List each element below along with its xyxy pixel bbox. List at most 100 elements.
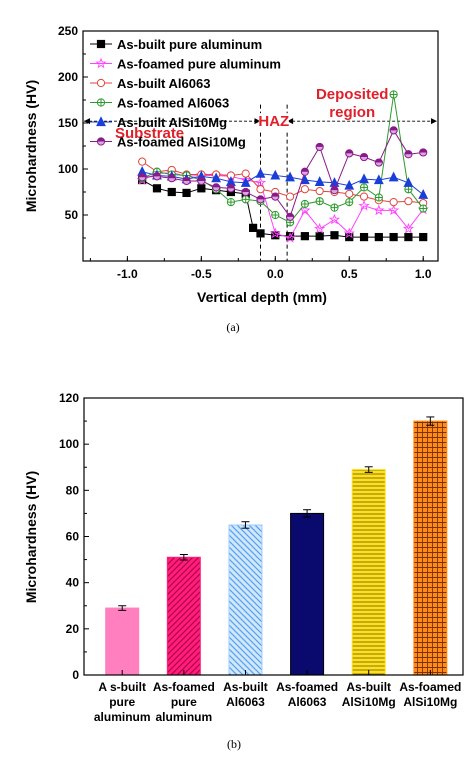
data-point-as-foamed-al6063 xyxy=(345,198,354,207)
category-label: aluminum xyxy=(155,710,212,724)
data-point-as-foamed-al6063 xyxy=(359,183,369,192)
data-point-as-foamed-alsi10mg-half xyxy=(316,143,324,147)
data-point-as-foamed-alsi10mg-half xyxy=(390,126,398,131)
category-label: A s-built xyxy=(98,680,146,694)
bar-group-3 xyxy=(228,521,263,676)
data-point-as-foamed-pure-aluminum xyxy=(402,222,415,234)
y-tick-label-a: 250 xyxy=(58,24,78,38)
data-point-as-foamed-alsi10mg xyxy=(389,126,398,135)
bar xyxy=(105,607,140,676)
category-label: AlSi10Mg xyxy=(342,695,396,709)
category-label: AlSi10Mg xyxy=(403,695,457,709)
axes-a: -1.0 -0.5 0.0 0.5 1.0 50 100 150 200 250 xyxy=(58,24,432,281)
data-point-as-built-alsi10mg xyxy=(255,167,266,178)
data-point-as-foamed-alsi10mg xyxy=(345,149,354,158)
data-point-as-foamed-alsi10mg-half xyxy=(286,213,294,217)
data-point-as-foamed-alsi10mg xyxy=(197,176,206,186)
data-point-as-foamed-al6063-cross xyxy=(390,90,398,99)
data-point-as-foamed-al6063-cross xyxy=(330,204,339,212)
data-point-as-built-alsi10mg xyxy=(403,177,414,187)
x-tick-label-a: 1.0 xyxy=(415,267,432,281)
y-tick-label-b: 120 xyxy=(59,391,79,405)
data-point-as-built-pure-aluminum xyxy=(197,184,206,193)
data-point-as-built-pure-aluminum xyxy=(419,232,428,242)
data-point-as-built-alsi10mg xyxy=(240,177,251,187)
data-point-as-foamed-pure-aluminum xyxy=(328,213,341,225)
y-tick-label-a: 150 xyxy=(58,116,78,130)
bars-layer xyxy=(105,416,448,676)
data-point-as-built-pure-aluminum xyxy=(404,232,413,242)
data-point-as-foamed-pure-aluminum xyxy=(314,222,326,234)
y-tick-label-b: 100 xyxy=(59,437,79,451)
series-as-built-alsi10mg xyxy=(137,166,429,199)
y-tick-label-b: 0 xyxy=(72,668,79,682)
data-point-as-foamed-alsi10mg-half xyxy=(301,168,309,172)
series-as-foamed-al6063 xyxy=(138,90,428,227)
category-label: As-built xyxy=(223,680,268,694)
bar-group-5 xyxy=(351,466,386,676)
legend-marker xyxy=(95,57,107,69)
data-point-as-foamed-pure-aluminum xyxy=(373,204,385,216)
data-point-as-built-al6063 xyxy=(404,197,413,206)
data-point-as-foamed-al6063 xyxy=(241,195,250,204)
region-label-haz: HAZ xyxy=(258,113,289,130)
data-point-as-foamed-al6063-cross xyxy=(419,204,427,213)
data-point-as-foamed-alsi10mg xyxy=(374,158,383,167)
data-point-as-foamed-alsi10mg xyxy=(285,212,295,221)
data-point-as-foamed-alsi10mg xyxy=(300,167,309,176)
data-point-as-foamed-alsi10mg-half xyxy=(153,172,161,177)
data-point-as-foamed-alsi10mg xyxy=(359,152,369,162)
category-label: As-foamed xyxy=(276,680,338,694)
data-point-as-foamed-alsi10mg-half xyxy=(168,174,176,179)
panel-label-a: (a) xyxy=(226,320,239,334)
region-arrow-deposited-region-head-right xyxy=(431,118,437,125)
data-point-as-built-pure-aluminum xyxy=(167,187,176,197)
y-tick-label-a: 100 xyxy=(58,162,78,176)
data-point-as-built-pure-aluminum xyxy=(315,232,324,241)
category-label: As-foamed xyxy=(399,680,461,694)
data-point-as-foamed-al6063-cross xyxy=(360,183,368,191)
data-point-as-foamed-alsi10mg xyxy=(315,142,324,152)
bar xyxy=(166,556,201,676)
data-point-as-built-alsi10mg xyxy=(314,176,325,186)
data-point-as-foamed-alsi10mg xyxy=(226,184,236,193)
y-tick-label-b: 40 xyxy=(66,576,80,590)
legend-entry-as-foamed-alsi10mg: As-foamed AlSi10Mg xyxy=(90,135,246,150)
data-point-as-foamed-alsi10mg xyxy=(256,195,265,204)
legend-marker xyxy=(96,116,106,127)
data-point-as-built-alsi10mg xyxy=(270,169,281,180)
data-point-as-foamed-pure-aluminum xyxy=(388,204,400,216)
legend-entry-as-foamed-pure-aluminum: As-foamed pure aluminum xyxy=(90,57,281,72)
bar-group-6 xyxy=(413,416,448,676)
data-point-as-foamed-alsi10mg-half xyxy=(256,195,265,200)
data-point-as-foamed-al6063 xyxy=(330,203,339,212)
data-point-as-foamed-pure-aluminum xyxy=(269,227,281,239)
x-tick-label-a: 0.0 xyxy=(267,267,284,281)
data-point-as-foamed-alsi10mg-half xyxy=(271,193,279,197)
data-point-as-foamed-pure-aluminum xyxy=(254,176,267,188)
category-label: Al6063 xyxy=(226,695,265,709)
series-layer xyxy=(136,90,429,243)
data-point-as-foamed-alsi10mg-half xyxy=(419,148,427,153)
y-axis-label-b: Microhardness (HV) xyxy=(23,471,39,603)
series-as-foamed-alsi10mg xyxy=(138,126,428,221)
data-point-as-foamed-al6063-cross xyxy=(271,211,279,219)
data-point-as-built-al6063 xyxy=(285,192,295,201)
data-point-as-foamed-alsi10mg-half xyxy=(345,149,353,154)
legend-label: As-foamed AlSi10Mg xyxy=(117,135,246,150)
legend-entry-as-built-al6063: As-built Al6063 xyxy=(90,76,210,91)
bar-group-4 xyxy=(290,509,325,676)
data-point-as-foamed-alsi10mg-half xyxy=(227,184,235,189)
data-point-as-built-alsi10mg xyxy=(285,171,295,182)
data-point-as-foamed-al6063 xyxy=(419,204,428,213)
data-point-as-built-pure-aluminum xyxy=(249,223,258,232)
y-axis-label-a: Microhardness (HV) xyxy=(23,80,39,212)
legend-marker xyxy=(96,78,106,88)
legend-marker-half xyxy=(97,137,105,142)
legend-marker xyxy=(96,39,106,49)
